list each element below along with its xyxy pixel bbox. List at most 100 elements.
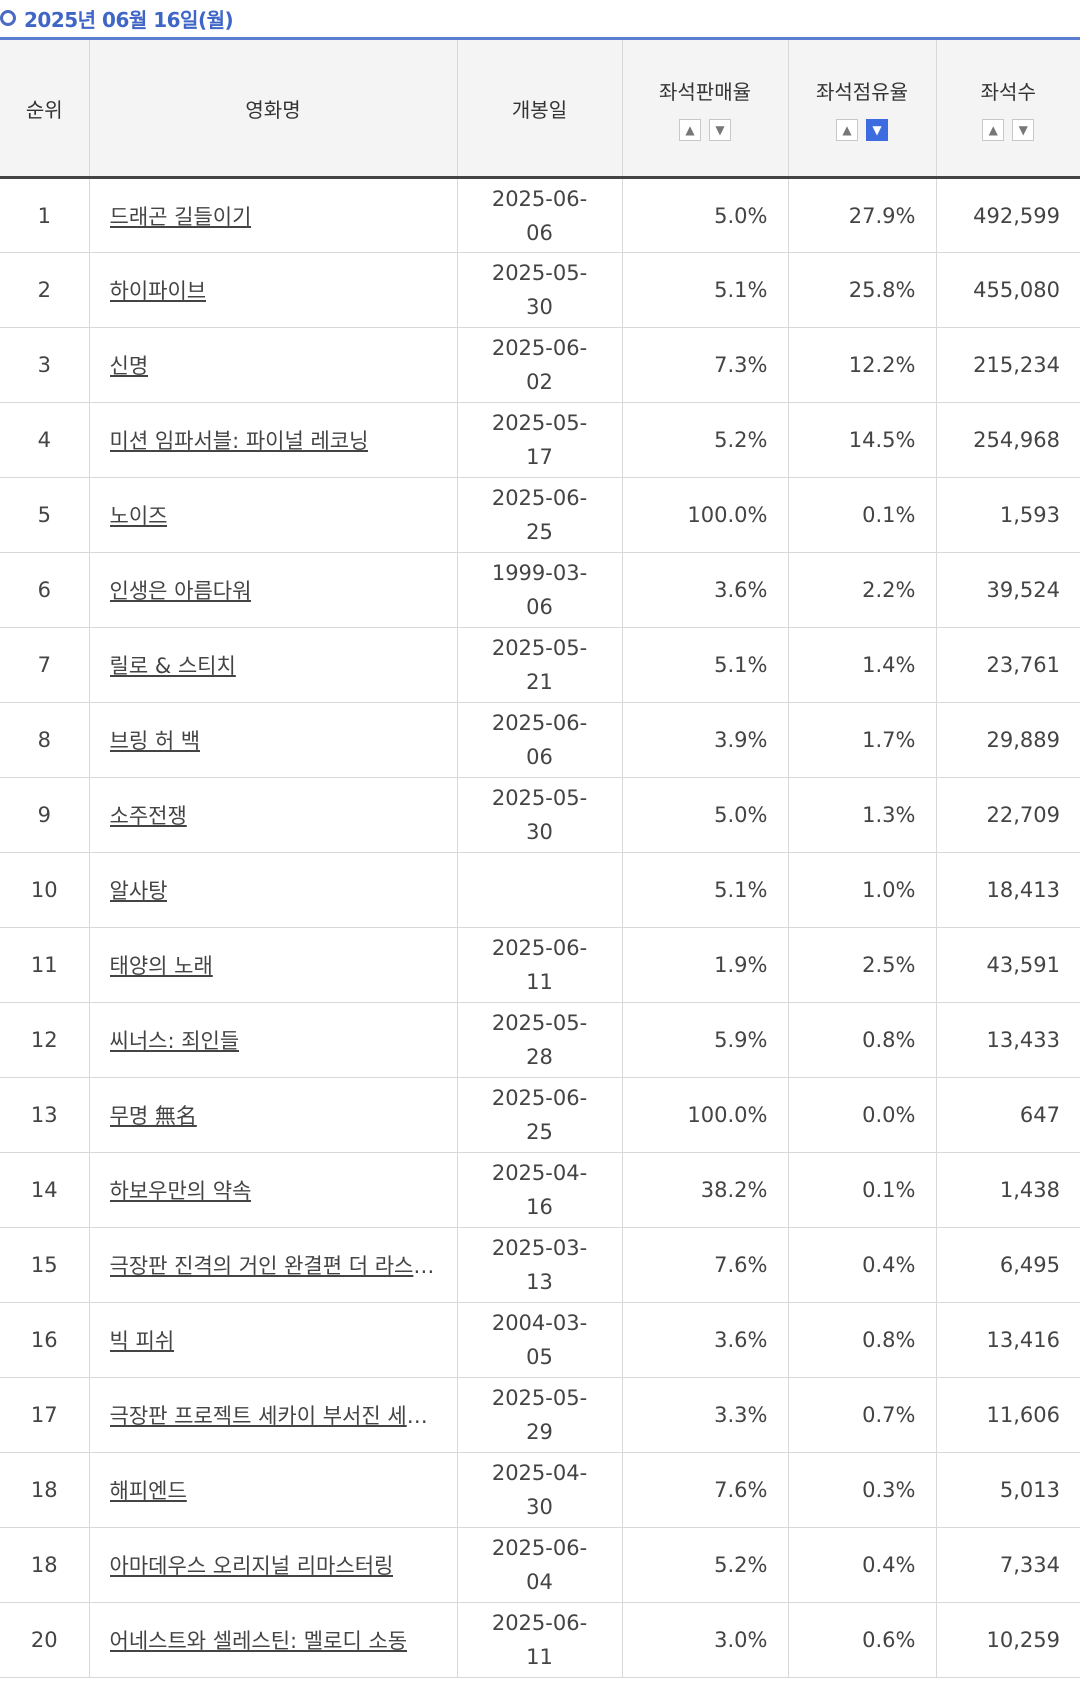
sales-rate-cell: 38.2% [622,1152,789,1228]
title-cell: 릴로 & 스티치 [89,627,458,703]
table-row: 8 브링 허 백 2025-06-06 3.9% 1.7% 29,889 [0,702,1080,778]
movie-title-link[interactable]: 하보우만의 약속 [109,1179,252,1203]
seats-cell: 13,433 [936,1002,1080,1078]
seats-cell: 23,761 [936,627,1080,703]
movie-title-link[interactable]: 릴로 & 스티치 [109,654,236,678]
title-cell: 씨너스: 죄인들 [89,1002,458,1078]
sales-rate-cell: 7.3% [622,327,789,403]
share-rate-cell: 0.1% [788,1152,937,1228]
rank-cell: 11 [0,927,90,1003]
seats-cell: 29,889 [936,702,1080,778]
seats-cell: 11,606 [936,1377,1080,1453]
share-rate-cell: 2.2% [788,552,937,628]
rank-cell: 13 [0,1077,90,1153]
title-cell: 소주전쟁 [89,777,458,853]
title-cell: 브링 허 백 [89,702,458,778]
movie-title-link[interactable]: 브링 허 백 [109,729,201,753]
circle-bullet-icon [0,9,16,26]
sales-rate-cell: 5.1% [622,627,789,703]
movie-title-link[interactable]: 드래곤 길들이기 [109,204,252,229]
release-date-cell: 2004-03-05 [457,1302,623,1378]
sales-rate-cell: 5.1% [622,252,789,328]
col-title: 영화명 [89,40,458,179]
release-date-cell: 1999-03-06 [457,552,623,628]
title-cell: 인생은 아름다워 [89,552,458,628]
share-rate-cell: 0.4% [788,1527,937,1603]
table-row: 13 무명 無名 2025-06-25 100.0% 0.0% 647 [0,1077,1080,1153]
seats-cell: 13,416 [936,1302,1080,1378]
seats-cell: 647 [936,1077,1080,1153]
title-cell: 하이파이브 [89,252,458,328]
release-date-cell: 2025-04-16 [457,1152,623,1228]
table-row: 6 인생은 아름다워 1999-03-06 3.6% 2.2% 39,524 [0,552,1080,628]
title-cell: 하보우만의 약속 [89,1152,458,1228]
share-rate-cell: 0.0% [788,1077,937,1153]
movie-title-link[interactable]: 씨너스: 죄인들 [109,1029,240,1053]
rank-cell: 8 [0,702,90,778]
seats-cell: 22,709 [936,777,1080,853]
movie-title-link[interactable]: 하이파이브 [109,279,207,303]
sort-desc-icon[interactable]: ▼ [709,118,731,141]
rank-cell: 3 [0,327,90,403]
seats-sort: ▲ ▼ [937,118,1080,141]
title-cell: 아마데우스 오리지널 리마스터링 [89,1527,458,1603]
share-rate-cell: 0.7% [788,1377,937,1453]
movie-title-link[interactable]: 무명 無名 [109,1104,197,1128]
share-rate-cell: 0.8% [788,1002,937,1078]
rank-cell: 18 [0,1452,90,1528]
sales-rate-cell: 5.2% [622,402,789,478]
title-cell: 노이즈 [89,477,458,553]
table-row: 12 씨너스: 죄인들 2025-05-28 5.9% 0.8% 13,433 [0,1002,1080,1078]
sort-asc-icon[interactable]: ▲ [679,118,701,141]
sort-desc-icon[interactable]: ▼ [1012,118,1035,141]
movie-title-link[interactable]: 빅 피쉬 [109,1329,175,1353]
rank-cell: 7 [0,627,90,703]
release-date-cell: 2025-06-25 [457,477,623,553]
seats-cell: 254,968 [936,402,1080,478]
share-rate-cell: 1.0% [788,852,937,928]
sort-asc-icon[interactable]: ▲ [836,118,858,141]
title-cell: 극장판 진격의 거인 완결편 더 라스트 어택 [89,1227,458,1303]
sales-rate-cell: 100.0% [622,1077,789,1153]
release-date-cell: 2025-05-29 [457,1377,623,1453]
movie-title-link[interactable]: 노이즈 [109,504,168,528]
share-rate-cell: 25.8% [788,252,937,328]
title-cell: 태양의 노래 [89,927,458,1003]
movie-title-link[interactable]: 어네스트와 셀레스틴: 멜로디 소동 [109,1629,408,1653]
share-rate-sort: ▲ ▼ [789,118,936,141]
movie-title-link[interactable]: 미션 임파서블: 파이널 레코닝 [109,429,369,453]
seats-cell: 1,438 [936,1152,1080,1228]
release-date-cell: 2025-06-06 [457,702,623,778]
movie-title-link[interactable]: 태양의 노래 [109,954,213,978]
sort-asc-icon[interactable]: ▲ [982,118,1005,141]
release-date-cell: 2025-06-04 [457,1527,623,1603]
movie-title-link[interactable]: 극장판 진격의 거인 완결편 더 라스트 어택 [109,1254,437,1278]
rank-cell: 18 [0,1527,90,1603]
share-rate-cell: 1.7% [788,702,937,778]
seats-cell: 43,591 [936,927,1080,1003]
movie-title-link[interactable]: 알사탕 [109,879,168,903]
movie-title-link[interactable]: 신명 [109,354,149,378]
movie-title-link[interactable]: 인생은 아름다워 [109,579,252,603]
release-date-cell: 2025-05-21 [457,627,623,703]
title-cell: 무명 無名 [89,1077,458,1153]
movie-title-link[interactable]: 해피엔드 [109,1479,187,1503]
table-row: 16 빅 피쉬 2004-03-05 3.6% 0.8% 13,416 [0,1302,1080,1378]
seats-cell: 492,599 [936,177,1080,253]
sort-desc-active-icon[interactable]: ▼ [866,118,888,141]
release-date-cell: 2025-05-17 [457,402,623,478]
sales-rate-cell: 1.9% [622,927,789,1003]
rank-cell: 4 [0,402,90,478]
seats-cell: 1,593 [936,477,1080,553]
date-header: 2025년 06월 16일(월) [0,0,1080,40]
sales-rate-cell: 3.9% [622,702,789,778]
share-rate-cell: 0.3% [788,1452,937,1528]
movie-title-link[interactable]: 극장판 프로젝트 세카이 부서진 세카이와 전해지지 않는 미쿠의 노래 [109,1404,437,1428]
rank-cell: 15 [0,1227,90,1303]
movie-title-link[interactable]: 소주전쟁 [109,804,187,828]
movie-title-link[interactable]: 아마데우스 오리지널 리마스터링 [109,1554,394,1578]
title-cell: 극장판 프로젝트 세카이 부서진 세카이와 전해지지 않는 미쿠의 노래 [89,1377,458,1453]
seats-cell: 5,013 [936,1452,1080,1528]
share-rate-cell: 1.3% [788,777,937,853]
title-cell: 해피엔드 [89,1452,458,1528]
